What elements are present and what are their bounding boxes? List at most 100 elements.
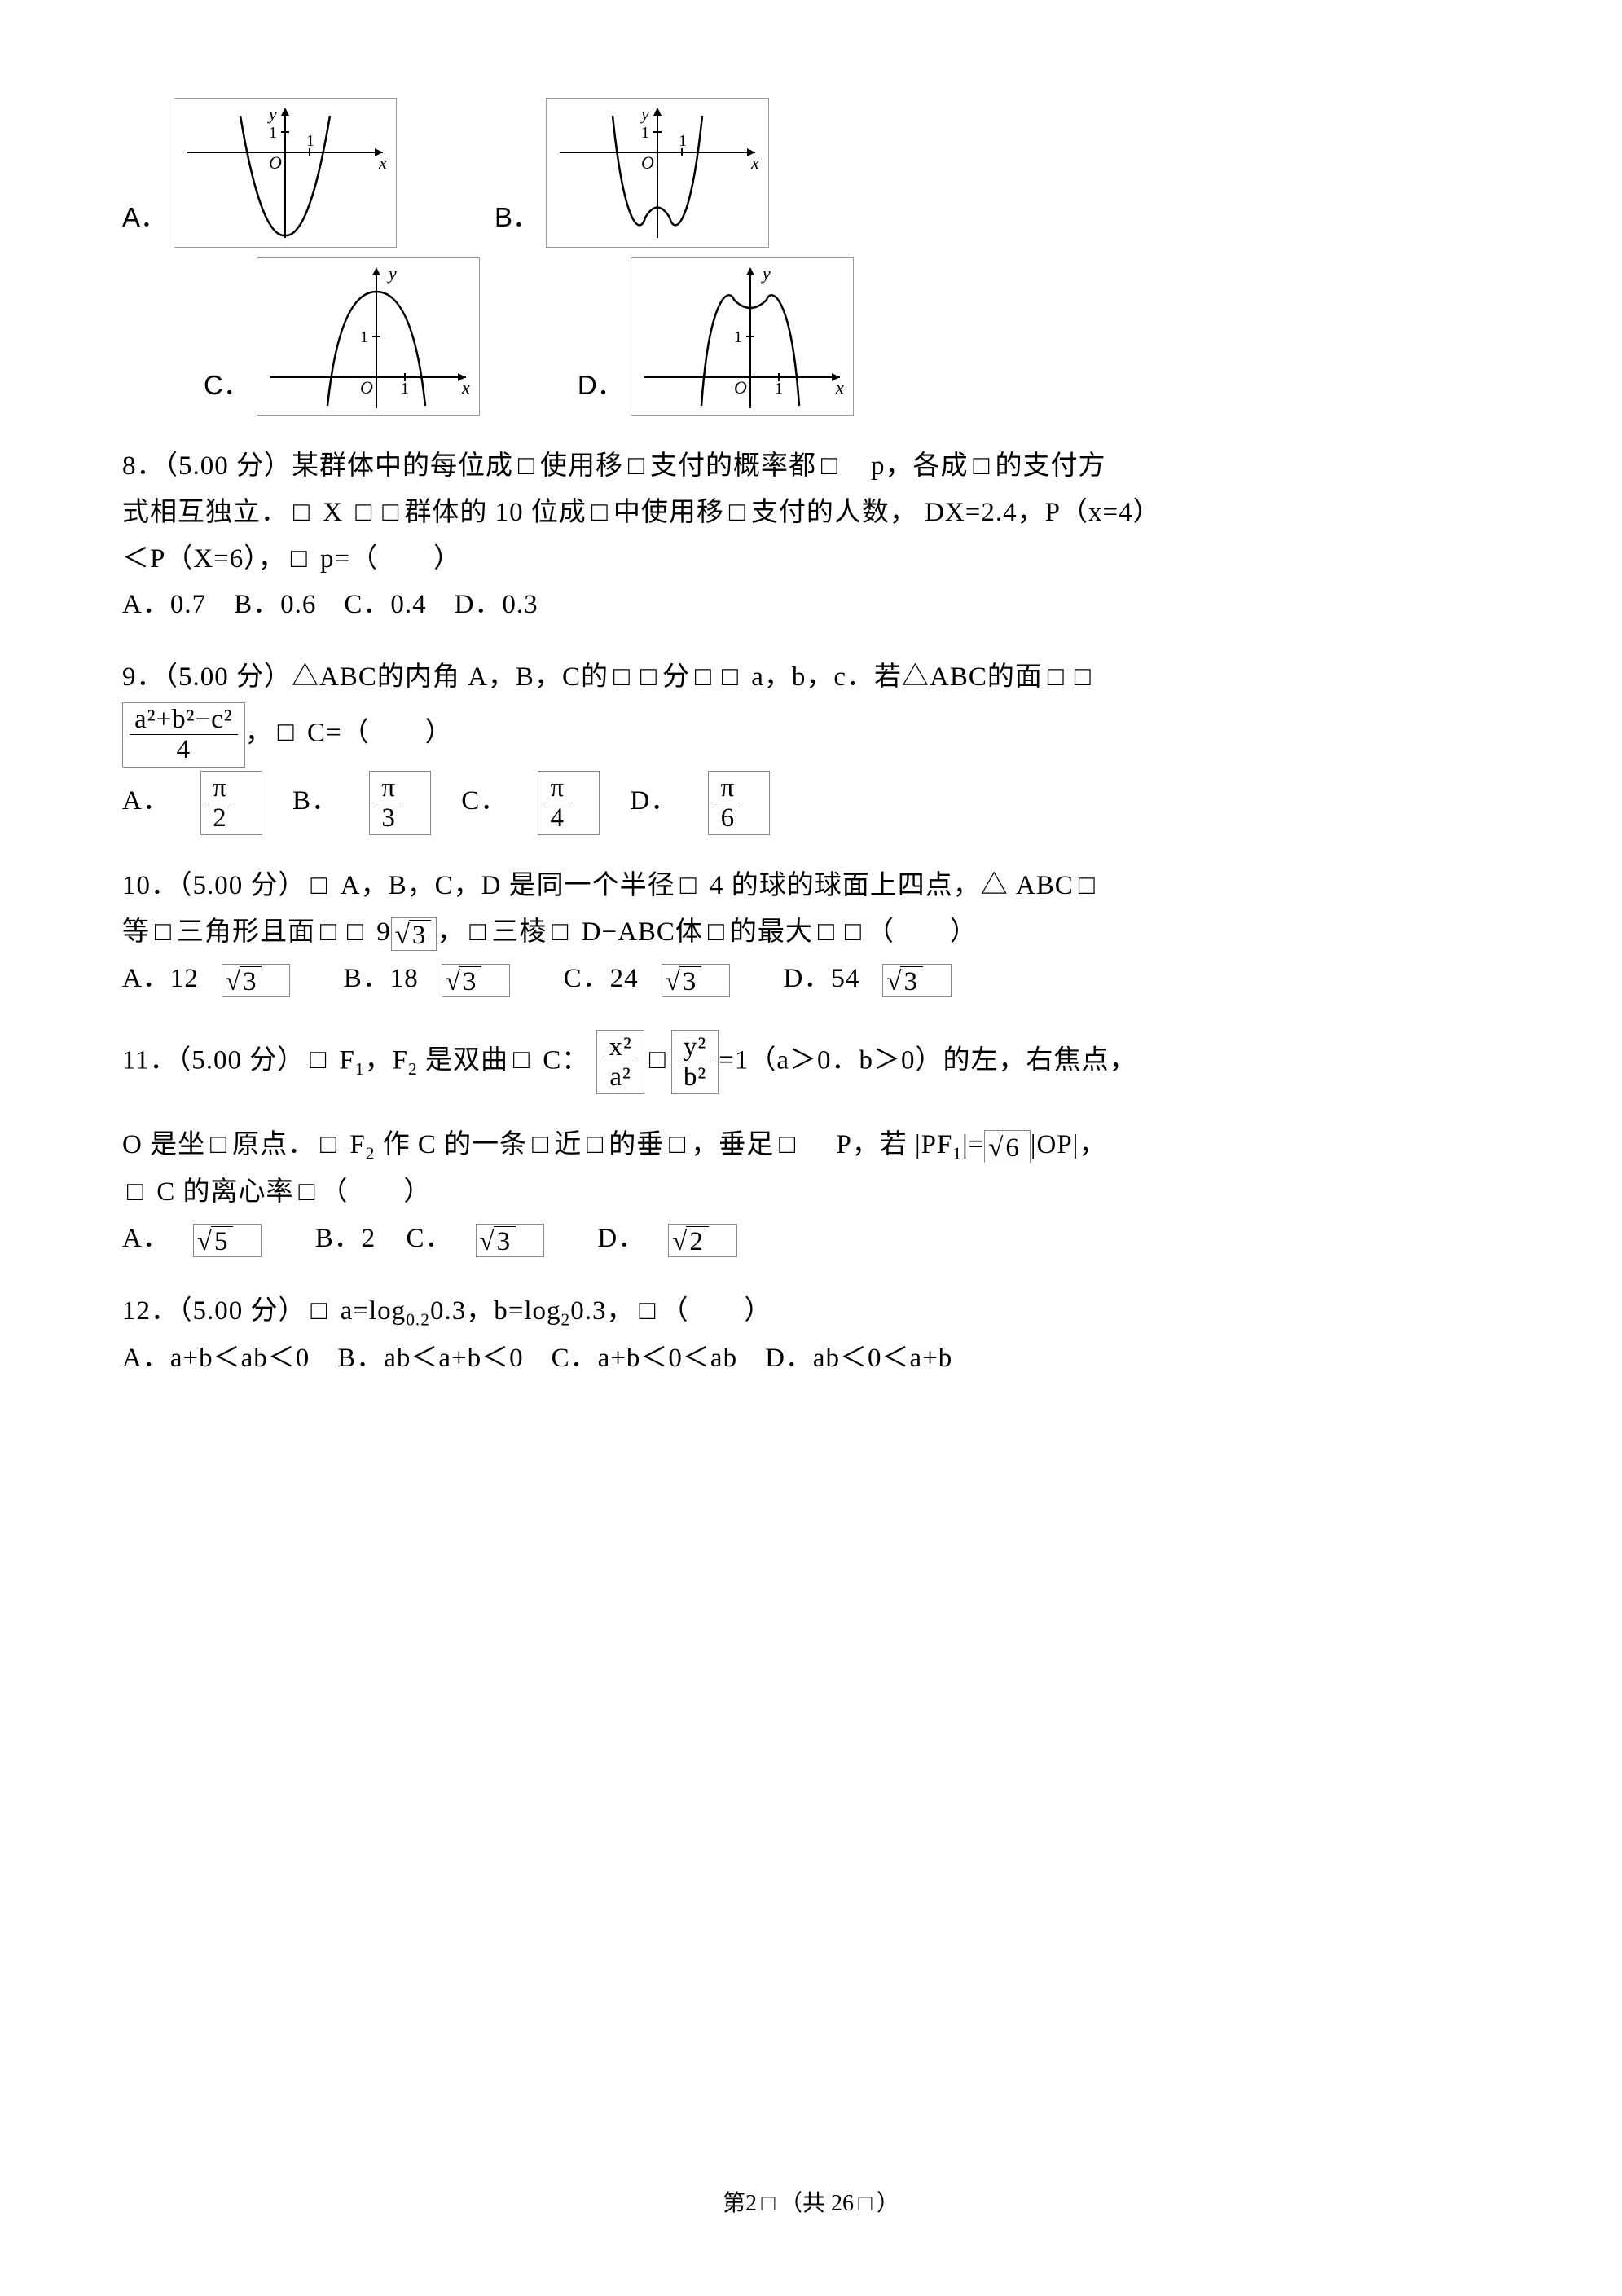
t: 12．（5.00 分） <box>122 1296 306 1326</box>
t: B．2 <box>315 1224 376 1253</box>
page-footer: 第2□（共 26□） <box>0 2186 1622 2223</box>
svg-text:x: x <box>750 152 759 173</box>
t: C．24 <box>564 964 639 993</box>
q10-opts: A．12√3 B．18√3 C．24√3 D．54√3 <box>122 957 1500 1001</box>
r: 3 <box>240 966 262 996</box>
t: 等 <box>122 917 150 947</box>
svg-text:y: y <box>640 103 649 124</box>
t: ，F <box>365 1045 408 1075</box>
svg-text:1: 1 <box>734 328 742 346</box>
t: 的支付方 <box>996 451 1106 481</box>
svg-text:1: 1 <box>775 380 783 398</box>
d: a² <box>604 1062 636 1092</box>
r: 3 <box>679 966 702 996</box>
t: C： <box>535 1045 589 1075</box>
t: B．18 <box>344 964 419 993</box>
sqrt-5: √5 <box>193 1224 262 1257</box>
sqrt-6: √6 <box>984 1130 1031 1163</box>
t: B． <box>292 786 339 816</box>
graph-c: x y O 1 1 <box>257 257 480 416</box>
t: F <box>342 1130 366 1159</box>
t: D−ABC体 <box>574 917 703 947</box>
svg-text:1: 1 <box>306 132 314 150</box>
q11-line1: 11．（5.00 分）□ F1，F2 是双曲□ C： x²a²□y²b²=1（a… <box>122 1030 1500 1095</box>
frac-pi-2: π2 <box>200 771 262 836</box>
s: 0.2 <box>406 1309 430 1329</box>
t: 4 的球的球面上四点，△ ABC <box>702 871 1074 900</box>
sqrt-3a: √3 <box>222 964 291 997</box>
q8-line3: ＜P（X=6），□ p=（ ） <box>122 538 1500 581</box>
den: 4 <box>130 735 238 764</box>
n: y² <box>679 1032 711 1062</box>
t: a=log <box>333 1296 407 1326</box>
n: π <box>208 773 232 803</box>
graph-row-cd: C． x y O 1 1 D． <box>204 257 1500 416</box>
t: 0.3， <box>570 1296 634 1326</box>
svg-text:1: 1 <box>269 124 277 142</box>
q12-line1: 12．（5.00 分）□ a=log0.20.3，b=log20.3，□（ ） <box>122 1290 1500 1334</box>
t: 群体的 10 位成 <box>404 498 587 527</box>
t: 的最大 <box>730 917 813 947</box>
q12-opts: A．a+b＜ab＜0 B．ab＜a+b＜0 C．a+b＜0＜ab D．ab＜0＜… <box>122 1337 1500 1380</box>
q11-line3: □ C 的离心率□（ ） <box>122 1171 1500 1214</box>
t: 11．（5.00 分） <box>122 1045 305 1075</box>
graph-label-d: D． <box>578 364 624 416</box>
t: 8．（5.00 分）某群体中的每位成 <box>122 451 513 481</box>
graph-row-ab: A． x y O 1 1 B． <box>122 98 1500 248</box>
q8-opts: A．0.7 B．0.6 C．0.4 D．0.3 <box>122 583 1500 627</box>
r: 5 <box>211 1226 234 1256</box>
frac-pi-4: π4 <box>538 771 600 836</box>
graph-label-c: C． <box>204 364 250 416</box>
frac-x2-a2: x²a² <box>596 1030 644 1095</box>
q8-line1: 8．（5.00 分）某群体中的每位成□使用移□支付的概率都□ p，各成□的支付方 <box>122 445 1500 488</box>
sqrt-3b: √3 <box>442 964 511 997</box>
t: C=（ ） <box>300 718 453 747</box>
svg-text:O: O <box>641 152 654 173</box>
t: =1（a＞0．b＞0）的左，右焦点， <box>719 1045 1136 1075</box>
t: A． <box>122 786 170 816</box>
t: 支付的概率都 <box>650 451 816 481</box>
q9-line1: 9．（5.00 分）△ABC的内角 A，B，C的□□分□□ a，b，c．若△AB… <box>122 656 1500 699</box>
t: 的垂 <box>609 1130 664 1159</box>
n: π <box>376 773 401 803</box>
s: 2 <box>366 1144 376 1163</box>
svg-text:O: O <box>734 377 747 398</box>
t: 使用移 <box>540 451 623 481</box>
q11-opts: A．√5 B．2 C．√3 D．√2 <box>122 1217 1500 1260</box>
t: C． <box>406 1224 452 1253</box>
r: 3 <box>494 1226 516 1256</box>
svg-text:x: x <box>378 152 387 173</box>
t: 支付的人数， DX=2.4，P（x=4） <box>751 498 1161 527</box>
svg-text:x: x <box>835 377 844 398</box>
sqrt-2: √2 <box>668 1224 737 1257</box>
t: 作 C 的一条 <box>375 1130 527 1159</box>
t: C． <box>461 786 508 816</box>
t: P，若 |PF <box>829 1130 952 1159</box>
t: ， <box>245 718 273 747</box>
t: 9 <box>369 917 391 947</box>
t: A． <box>122 1224 170 1253</box>
r: 3 <box>459 966 482 996</box>
t: ，垂足 <box>691 1130 774 1159</box>
svg-text:1: 1 <box>679 132 687 150</box>
t: （共 26 <box>780 2191 854 2216</box>
t: ＜P（X=6）， <box>122 544 286 574</box>
q10-line2: 等□三角形且面□□ 9√3，□三棱□ D−ABC体□的最大□□（ ） <box>122 911 1500 954</box>
s: 1 <box>355 1059 365 1079</box>
t: p，各成 <box>871 451 969 481</box>
d: 6 <box>715 803 740 833</box>
t: |OP|， <box>1031 1130 1106 1159</box>
svg-text:1: 1 <box>401 380 409 398</box>
r: 3 <box>409 920 432 950</box>
sqrt-3e: √3 <box>476 1224 545 1257</box>
graph-a: x y O 1 1 <box>174 98 397 248</box>
q10-line1: 10．（5.00 分）□ A，B，C，D 是同一个半径□ 4 的球的球面上四点，… <box>122 864 1500 908</box>
s: 2 <box>561 1309 571 1329</box>
n: π <box>545 773 569 803</box>
graph-label-a: A． <box>122 196 167 248</box>
frac-pi-3: π3 <box>369 771 431 836</box>
num: a²+b²−c² <box>130 705 238 735</box>
t: F <box>332 1045 355 1075</box>
svg-text:x: x <box>461 377 470 398</box>
t: 三角形且面 <box>177 917 315 947</box>
